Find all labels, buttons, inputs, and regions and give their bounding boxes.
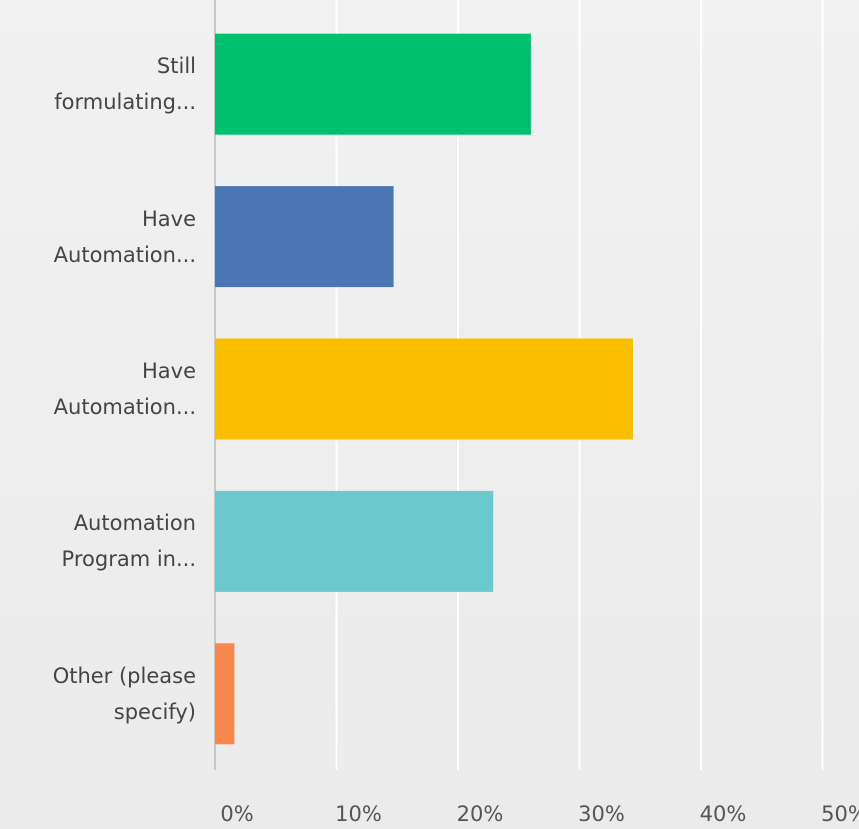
- category-label: Still formulating...: [54, 54, 196, 115]
- bar: [215, 490, 494, 592]
- category-label: Have Automation...: [53, 206, 196, 267]
- x-tick-label: 30%: [578, 802, 625, 826]
- category-label: Have Automation...: [53, 359, 196, 419]
- x-tick-label: 10%: [335, 802, 382, 826]
- category-label: Automation Program in...: [61, 511, 196, 572]
- bar: [215, 643, 235, 745]
- bar: [215, 186, 394, 288]
- bar: [215, 33, 531, 135]
- bar: [215, 338, 633, 440]
- category-label: Other (please specify): [52, 663, 196, 724]
- x-tick-label: 40%: [700, 802, 747, 826]
- x-tick-label: 50%: [821, 802, 859, 826]
- x-tick-label: 20%: [457, 802, 504, 826]
- x-tick-label: 0%: [220, 802, 253, 826]
